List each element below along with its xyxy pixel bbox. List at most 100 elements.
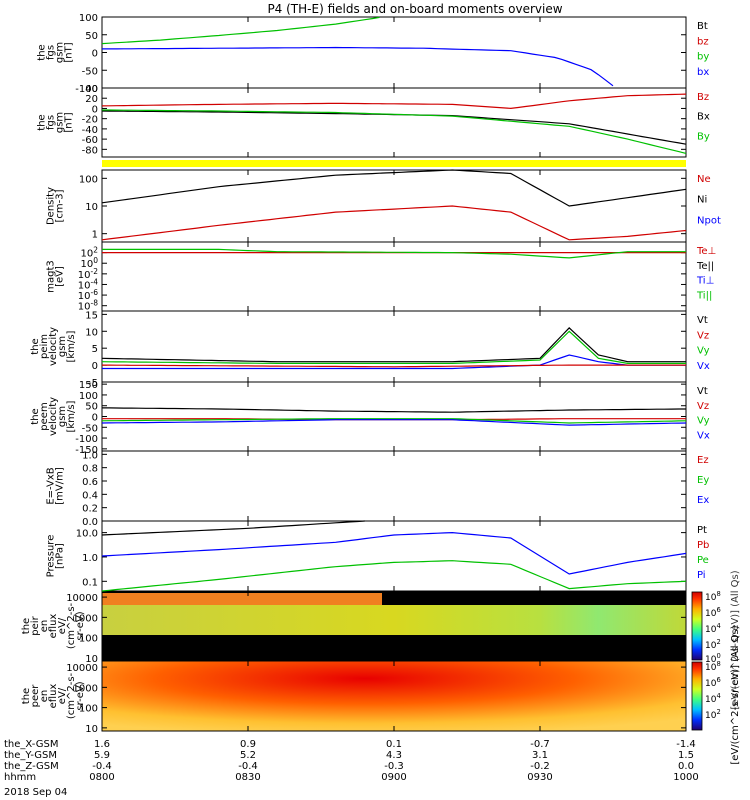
y-tick-label: 10-4 — [78, 277, 98, 291]
y-tick-label: 10-2 — [78, 267, 98, 281]
x-axis-value: -0.7 — [530, 739, 550, 750]
y-axis-label: [nT] — [64, 112, 75, 132]
x-axis-value: 5.2 — [240, 750, 256, 761]
legend-entry: Ne — [697, 174, 711, 185]
y-tick-label: 10000 — [66, 593, 98, 604]
y-tick-label: 5 — [92, 344, 98, 355]
y-tick-label: 102 — [80, 246, 98, 260]
y-axis-label: peim — [39, 334, 50, 359]
series-line-pe — [101, 560, 687, 592]
y-axis-label: eV/ — [57, 617, 68, 634]
y-axis-label: [nT] — [64, 42, 75, 62]
x-axis-value: 0930 — [527, 772, 552, 783]
y-tick-label: 1.0 — [82, 553, 98, 564]
legend-entry: Bt — [697, 21, 708, 32]
colorbar-tick-label: 104 — [705, 692, 721, 705]
x-axis-value: 0.1 — [386, 739, 402, 750]
y-tick-label: 0 — [92, 361, 98, 372]
panel-frame — [101, 381, 687, 452]
y-tick-label: 0.1 — [82, 577, 98, 588]
legend-entry: Vt — [697, 386, 708, 397]
colorbar-tick-label: 108 — [705, 660, 721, 673]
series-line-vx — [102, 354, 686, 370]
x-axis-row-label: the_Z-GSM — [4, 761, 59, 772]
y-axis-label: (cm^2-s- — [66, 602, 77, 649]
y-tick-label: 100 — [79, 13, 98, 24]
yellow-band — [102, 160, 686, 167]
y-tick-label: 100 — [79, 174, 98, 185]
x-axis-value: -0.4 — [238, 761, 258, 772]
legend-entry: Ey — [697, 475, 709, 486]
y-tick-label: 0.0 — [82, 517, 98, 528]
y-tick-label: 10 — [85, 724, 98, 735]
y-tick-label: 100 — [79, 704, 98, 715]
series-line-bx — [102, 46, 614, 87]
y-tick-label: 0.6 — [82, 477, 98, 488]
series-line-ni — [101, 169, 687, 207]
y-tick-label: 15 — [85, 310, 98, 321]
spectrogram-electron — [102, 661, 686, 731]
y-axis-label: [km/s] — [66, 330, 77, 362]
colorbar-tick-label: 100 — [705, 652, 721, 665]
y-tick-label: 1000 — [73, 613, 98, 624]
y-tick-label: 0 — [92, 413, 98, 424]
panel-frame — [101, 310, 687, 383]
colorbar-tick-label: 108 — [705, 590, 721, 603]
panel-7: 1.0 0.8 0.6 0.4 0.2 0.0 E=-VxB[mV/m] Ez Ey Ex — [46, 450, 710, 528]
y-tick-label: -5 — [88, 378, 98, 389]
y-axis-label: [nPa] — [55, 543, 66, 569]
legend-entry: Bx — [697, 112, 710, 123]
y-tick-label: -100 — [75, 434, 98, 445]
x-axis-row-label: hhmm — [4, 772, 36, 783]
panel-frame — [101, 169, 687, 243]
x-axis-row-label: the_Y-GSM — [4, 750, 57, 761]
x-axis-value: 1.5 — [678, 750, 694, 761]
panels: 100500-50-100thefgsgsm[nT]Btbzbybx40200-… — [21, 13, 721, 735]
y-tick-label: -40 — [82, 125, 98, 136]
legend-entry: Ni — [697, 195, 707, 206]
y-tick-label: 100 — [79, 634, 98, 645]
x-axis-value: -0.3 — [384, 761, 404, 772]
y-axis-label: Pressure — [46, 535, 57, 578]
colorbar-tick-label: 106 — [705, 676, 721, 689]
y-tick-label: 0 — [92, 49, 98, 60]
y-axis-label: sr-eV) — [75, 681, 86, 710]
x-axis-value: -0.4 — [92, 761, 112, 772]
legend-entry: Vy — [697, 416, 710, 427]
x-axis-value: -1.4 — [676, 739, 696, 750]
series-line-ti — [102, 248, 686, 259]
y-tick-label: 10-8 — [78, 299, 98, 313]
colorbar-tick-label: 102 — [705, 708, 721, 721]
y-tick-label: 0.4 — [82, 490, 98, 501]
legend-entry: Vz — [697, 330, 709, 341]
y-axis-label: sr-eV) — [75, 611, 86, 640]
y-axis-label: [km/s] — [66, 400, 77, 432]
series-line-vt — [102, 407, 686, 413]
series-line-bx — [101, 110, 687, 145]
y-axis-label: peer — [30, 684, 41, 708]
y-tick-label: 10.0 — [76, 529, 98, 540]
y-tick-label: 10000 — [66, 663, 98, 674]
series-line-vy — [101, 330, 686, 364]
y-axis-label: gsm — [57, 406, 68, 427]
panel-10: 10000 1000 100 10 thepeerenefluxeV/(cm^2-s-s… — [21, 660, 687, 735]
x-axis-value: 0.9 — [240, 739, 256, 750]
y-tick-label: 1.0 — [82, 450, 98, 461]
y-tick-label: -50 — [82, 66, 98, 77]
spectrogram-ion-upper — [102, 593, 382, 605]
y-tick-label: -100 — [75, 84, 98, 95]
y-tick-label: 40 — [85, 84, 98, 95]
colorbar-electron — [691, 661, 703, 731]
y-tick-label: 100 — [80, 256, 98, 270]
y-tick-label: 0.2 — [82, 504, 98, 515]
legend-entry: Ti⊥ — [696, 276, 714, 287]
y-axis-label: magt3 — [46, 260, 57, 293]
series-line-vy — [101, 418, 687, 424]
colorbar-label: [eV/(cm^2-s-sr-eV)] (All Qs) — [730, 625, 741, 764]
y-tick-label: 1000 — [73, 683, 98, 694]
x-axis-value: 1.6 — [94, 739, 110, 750]
y-axis-label: [eV] — [55, 266, 66, 287]
